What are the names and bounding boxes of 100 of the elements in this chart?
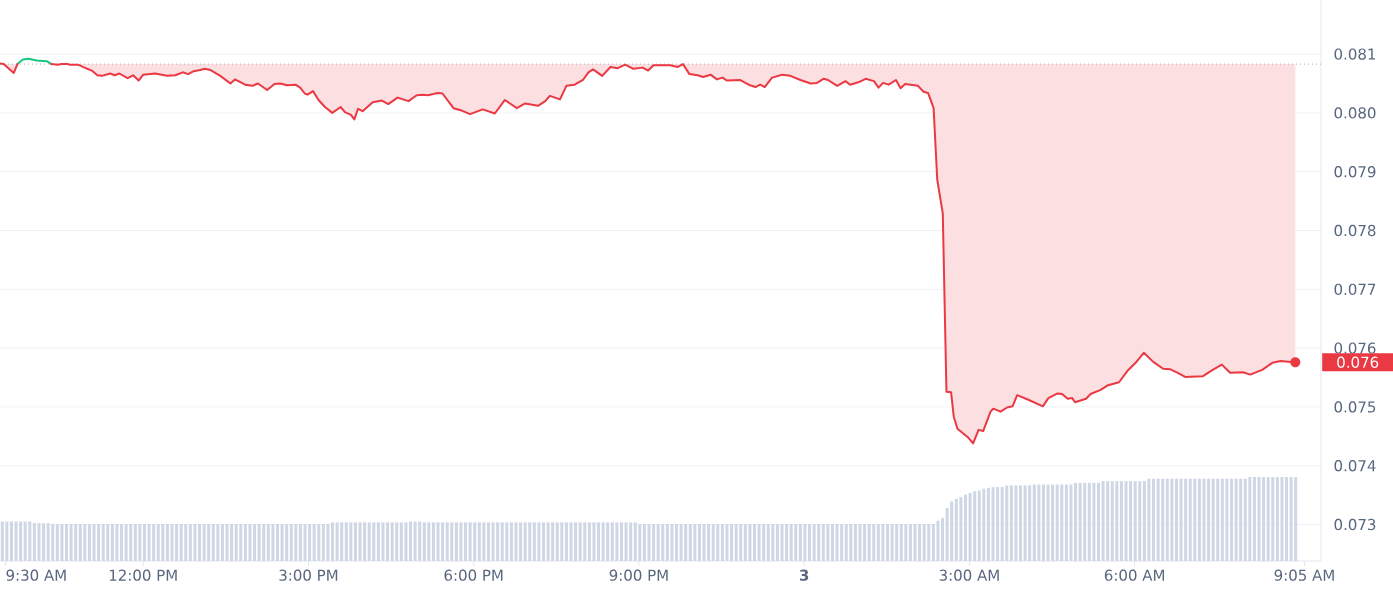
bar [881,524,885,561]
bar [812,524,816,561]
x-tick-label: 3:00 PM [279,569,338,581]
bar [514,522,518,561]
bar [51,524,55,561]
bar [46,523,50,561]
bar [711,524,715,561]
bar [37,523,41,561]
bar [335,522,339,561]
bar [1060,484,1064,561]
bar [170,524,174,561]
bar [977,490,981,561]
bar [1023,485,1027,561]
bar [271,524,275,561]
bar [922,524,926,561]
bar [491,522,495,561]
bar [693,524,697,561]
bar [1133,481,1137,561]
bar [69,524,73,561]
bar [390,522,394,561]
bar [1124,481,1128,561]
bar [702,524,706,561]
bar [1193,478,1197,561]
bar [312,524,316,561]
bar [216,524,220,561]
bar [436,522,440,561]
bar [1225,478,1229,561]
bar [1014,485,1018,561]
y-tick-label: 0.076 [1334,342,1376,354]
x-tick-label: 6:00 AM [1104,569,1164,581]
bar [835,524,839,561]
x-tick-label: 3:00 AM [939,569,999,581]
bar [803,524,807,561]
bar [1243,478,1247,561]
bar [1211,478,1215,561]
bar [1257,477,1261,561]
bar [858,524,862,561]
x-tick-label: 3 [799,569,809,581]
bar [381,522,385,561]
bar [615,522,619,561]
bar [1055,484,1059,561]
bar [500,522,504,561]
bar [248,524,252,561]
bar [872,524,876,561]
bar [1005,485,1009,561]
bar [716,524,720,561]
bar [546,522,550,561]
bar [445,522,449,561]
bar [583,522,587,561]
bar [257,524,261,561]
bar [450,522,454,561]
bar [225,524,229,561]
bar [193,524,197,561]
bar [23,521,27,561]
bar [927,524,931,561]
bar [5,521,9,561]
bar [1248,477,1252,561]
bar [303,524,307,561]
bar [1289,477,1293,561]
y-tick-label: 0.074 [1334,460,1376,472]
bar [289,524,293,561]
bar [138,524,142,561]
bar [367,522,371,561]
bar [372,522,376,561]
bar [1101,481,1105,561]
bar [161,524,165,561]
bar [1179,478,1183,561]
bar [83,524,87,561]
bar [569,522,573,561]
bar [780,524,784,561]
bar [890,524,894,561]
bar [537,522,541,561]
bar [280,524,284,561]
bar [991,487,995,561]
bar [1271,477,1275,561]
bar [326,524,330,561]
y-tick-label: 0.079 [1334,166,1376,178]
bar [757,524,761,561]
bar [14,521,18,561]
bar [844,524,848,561]
bar [725,524,729,561]
bar [156,524,160,561]
bar [794,524,798,561]
y-tick-label: 0.081 [1334,48,1376,60]
bar [1092,482,1096,561]
x-tick-label: 6:00 PM [444,569,503,581]
bar [913,524,917,561]
bar [202,524,206,561]
bar [1156,478,1160,561]
bar [766,524,770,561]
bar [528,522,532,561]
bar [771,524,775,561]
bar [147,524,151,561]
bar [28,521,32,561]
bar [1069,484,1073,561]
bar [1234,478,1238,561]
bar [592,522,596,561]
x-tick-label: 9:30 AM [6,569,66,581]
bar [115,524,119,561]
bar [560,522,564,561]
